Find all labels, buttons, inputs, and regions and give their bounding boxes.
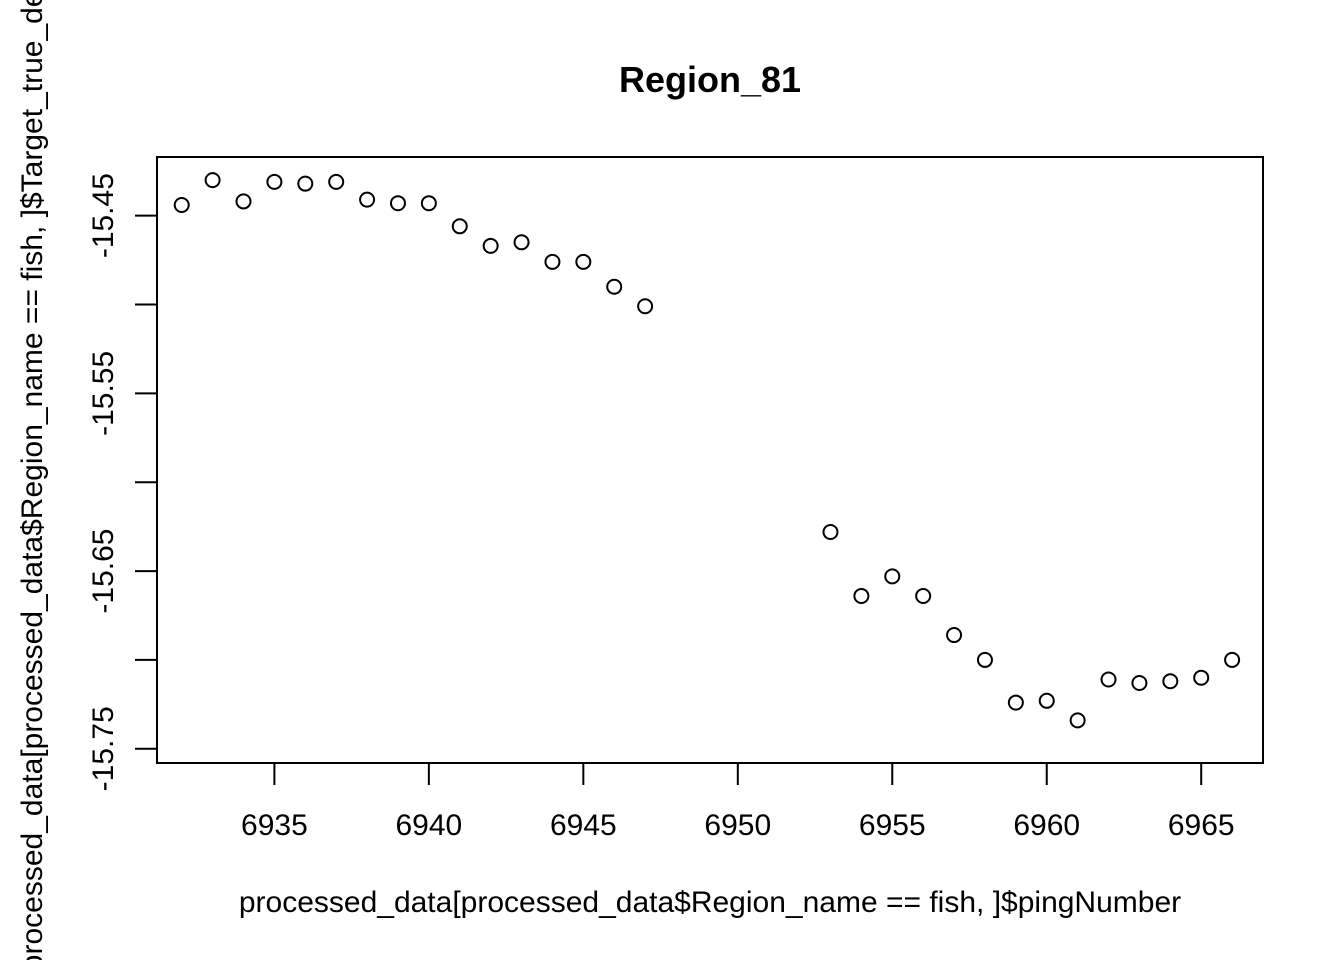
y-axis-label: processed_data[processed_data$Region_nam… (16, 0, 49, 960)
x-tick-label: 6955 (859, 809, 926, 842)
plot-frame (156, 156, 1264, 764)
x-tick-label: 6950 (704, 809, 771, 842)
data-point (420, 195, 437, 212)
data-point (359, 191, 376, 208)
data-point (575, 253, 592, 270)
data-point (946, 627, 963, 644)
data-point (976, 651, 993, 668)
data-point (915, 587, 932, 604)
data-point (297, 175, 314, 192)
y-tick-label: -15.65 (87, 529, 120, 614)
data-point (1069, 712, 1086, 729)
data-point (1007, 694, 1024, 711)
x-axis: 6935 6940 6945 6950 6955 6960 6965 (241, 762, 1235, 842)
data-point (637, 298, 654, 315)
data-points (173, 172, 1241, 729)
y-tick-label: -15.75 (87, 706, 120, 791)
data-point (451, 218, 468, 235)
data-point (1162, 673, 1179, 690)
data-point (822, 523, 839, 540)
data-point (544, 253, 561, 270)
x-tick-label: 6935 (241, 809, 308, 842)
data-point (853, 587, 870, 604)
x-tick-label: 6940 (395, 809, 462, 842)
data-point (1224, 651, 1241, 668)
x-tick-label: 6960 (1013, 809, 1080, 842)
data-point (173, 196, 190, 213)
y-tick-label: -15.45 (87, 173, 120, 258)
data-point (513, 234, 530, 251)
data-point (235, 193, 252, 210)
data-point (1131, 675, 1148, 692)
data-point (204, 172, 221, 189)
x-axis-label: processed_data[processed_data$Region_nam… (239, 886, 1181, 919)
data-point (884, 568, 901, 585)
y-axis: -15.45 -15.55 -15.65 -15.75 (87, 173, 158, 791)
data-point (328, 173, 345, 190)
data-point (1100, 671, 1117, 688)
x-tick-label: 6965 (1168, 809, 1235, 842)
y-tick-label: -15.55 (87, 351, 120, 436)
data-point (1038, 692, 1055, 709)
data-point (1193, 669, 1210, 686)
x-tick-label: 6945 (550, 809, 617, 842)
data-point (482, 237, 499, 254)
data-point (389, 195, 406, 212)
data-point (606, 278, 623, 295)
data-point (266, 173, 283, 190)
chart-title: Region_81 (619, 59, 801, 100)
